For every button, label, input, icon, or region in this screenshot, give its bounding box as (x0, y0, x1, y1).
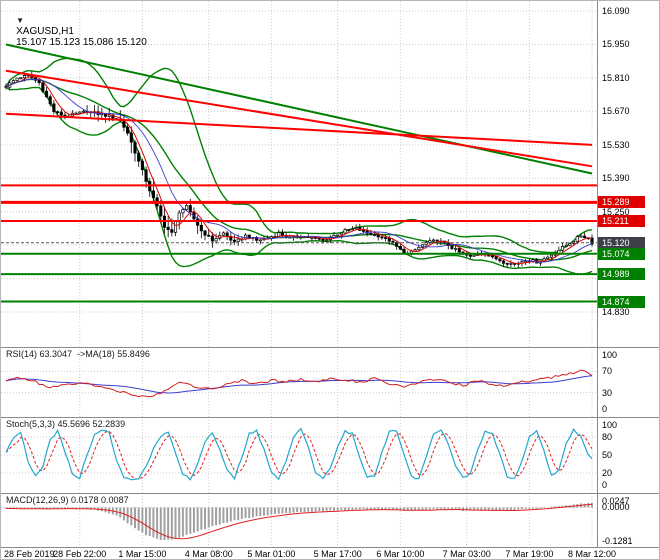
rsi-panel[interactable] (1, 347, 597, 417)
grid (79, 347, 593, 417)
rsi-scale-label: 0 (602, 404, 608, 414)
panel-separator[interactable] (1, 417, 659, 418)
macd-scale-label: 0.0000 (602, 502, 630, 513)
chevron-down-icon: ▼ (16, 16, 25, 25)
stochastic-canvas[interactable] (1, 417, 597, 493)
time-label: 7 Mar 03:00 (442, 549, 491, 559)
bollinger-bands (5, 57, 593, 275)
time-label: 28 Feb 2019 (4, 549, 55, 559)
stochastic-indicator-label: Stoch(5,3,3) 45.5696 52.2839 (6, 419, 126, 429)
time-label: 1 Mar 15:00 (118, 549, 167, 559)
grid (79, 1, 593, 347)
time-label: 28 Feb 22:00 (53, 549, 107, 559)
grid (79, 417, 593, 493)
price-badge: 15.074 (598, 247, 645, 260)
time-label: 4 Mar 08:00 (184, 549, 233, 559)
price-badge: 15.120 (598, 236, 645, 249)
rsi-ma-line (5, 375, 593, 394)
rsi-canvas[interactable] (1, 347, 597, 417)
time-label: 6 Mar 10:00 (376, 549, 425, 559)
time-label: 5 Mar 17:00 (313, 549, 362, 559)
stochastic-panel[interactable] (1, 417, 597, 493)
price-badge: 15.211 (598, 215, 645, 228)
price-chart-canvas[interactable] (1, 1, 597, 347)
macd-scale-label: -0.1281 (602, 536, 633, 546)
panel-separator[interactable] (1, 347, 659, 348)
stoch-scale-label: 0 (602, 480, 608, 490)
rsi-scale-label: 70 (602, 366, 613, 377)
trendline[interactable] (5, 69, 593, 168)
price-axis[interactable]: 16.090 15.950 15.810 15.670 15.530 15.390 15.2… (597, 1, 659, 547)
trendline[interactable] (5, 43, 593, 175)
price-badge: 14.989 (598, 268, 645, 281)
stoch-scale-label: 80 (602, 432, 613, 442)
time-label: 7 Mar 19:00 (505, 549, 554, 559)
time-axis[interactable]: 28 Feb 2019 28 Feb 22:00 1 Mar 15:00 4 Mar … (1, 547, 659, 559)
macd-canvas[interactable] (1, 493, 597, 547)
ma-fast-line (5, 76, 593, 265)
symbol-timeframe-label: XAGUSD,H1 (16, 26, 74, 37)
time-label: 5 Mar 01:00 (247, 549, 296, 559)
rsi-scale-label: 30 (602, 387, 613, 398)
stoch-signal-line (5, 430, 593, 480)
chart-title: ▼ XAGUSD,H1 15.107 15.123 15.086 15.120 (5, 4, 147, 59)
macd-panel[interactable] (1, 493, 597, 547)
rsi-indicator-label: RSI(14) 63.3047 ->MA(18) 55.8496 (6, 349, 150, 359)
macd-indicator-label: MACD(12,26,9) 0.0178 0.0087 (6, 495, 129, 505)
stoch-scale-label: 50 (602, 450, 613, 460)
price-badge: 14.874 (598, 295, 645, 308)
ma-slow-line (5, 78, 593, 263)
stoch-scale-label: 100 (602, 420, 618, 430)
price-tick-label: 15.390 (602, 173, 630, 184)
price-tick-label: 15.950 (602, 39, 630, 50)
price-tick-label: 15.670 (602, 106, 630, 117)
trendline[interactable] (5, 112, 593, 146)
price-tick-label: 15.810 (602, 72, 630, 83)
price-tick-label: 16.090 (602, 6, 630, 17)
stoch-scale-label: 20 (602, 468, 613, 478)
macd-histogram (5, 502, 593, 541)
grid (1, 10, 597, 313)
price-tick-label: 14.830 (602, 307, 630, 318)
stoch-main-line (5, 427, 593, 481)
time-label: 8 Mar 12:00 (567, 549, 617, 559)
price-tick-label: 15.250 (602, 206, 630, 217)
macd-scale-label: 0.0247 (602, 496, 630, 506)
price-badge: 15.289 (598, 196, 645, 209)
price-tick-label: 15.530 (602, 139, 630, 150)
rsi-scale-label: 100 (602, 350, 618, 360)
macd-signal-line (6, 503, 593, 540)
ohlc-quote-label: 15.107 15.123 15.086 15.120 (16, 37, 147, 48)
main-chart-panel[interactable] (1, 1, 597, 347)
rsi-line (5, 369, 593, 398)
panel-separator[interactable] (1, 493, 659, 494)
